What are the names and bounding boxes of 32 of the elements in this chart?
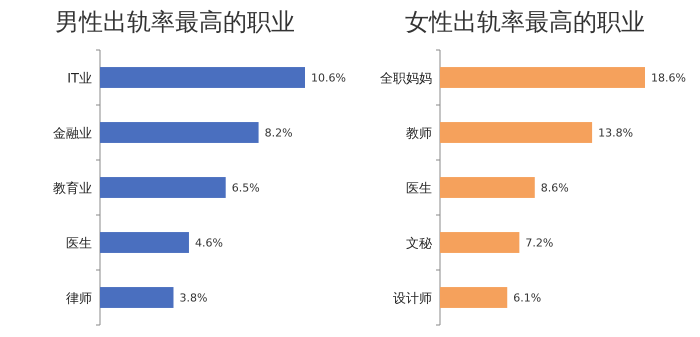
data-label: 10.6%	[311, 72, 346, 84]
bar	[100, 122, 259, 143]
chart-title: 男性出轨率最高的职业	[55, 8, 295, 36]
bar	[440, 287, 508, 308]
y-tick-label: 设计师	[393, 292, 432, 306]
chart-title: 女性出轨率最高的职业	[405, 8, 645, 36]
y-tick-label: 文秘	[406, 236, 432, 252]
bar	[100, 177, 226, 198]
bar	[100, 287, 174, 308]
y-tick-label: 金融业	[53, 126, 92, 142]
bar	[100, 67, 305, 88]
y-tick-label: 医生	[406, 182, 432, 196]
y-tick-label: 教育业	[53, 180, 92, 196]
data-label: 6.1%	[513, 292, 542, 304]
y-tick-label: IT业	[67, 72, 92, 86]
data-label: 7.2%	[525, 236, 554, 250]
bar	[440, 177, 535, 198]
y-tick-label: 律师	[66, 292, 92, 306]
data-label: 13.8%	[598, 126, 634, 140]
data-label: 8.2%	[264, 126, 293, 140]
y-tick-label: 教师	[406, 126, 432, 142]
data-label: 18.6%	[651, 72, 686, 84]
data-label: 4.6%	[194, 236, 223, 250]
y-tick-label: 医生	[66, 236, 92, 252]
bar	[440, 232, 520, 253]
data-label: 8.6%	[540, 182, 569, 194]
y-tick-label: 全职妈妈	[380, 72, 432, 86]
bar	[440, 122, 592, 143]
bar	[100, 232, 189, 253]
data-label: 3.8%	[179, 292, 208, 304]
data-label: 6.5%	[232, 182, 260, 194]
bar	[440, 67, 645, 88]
